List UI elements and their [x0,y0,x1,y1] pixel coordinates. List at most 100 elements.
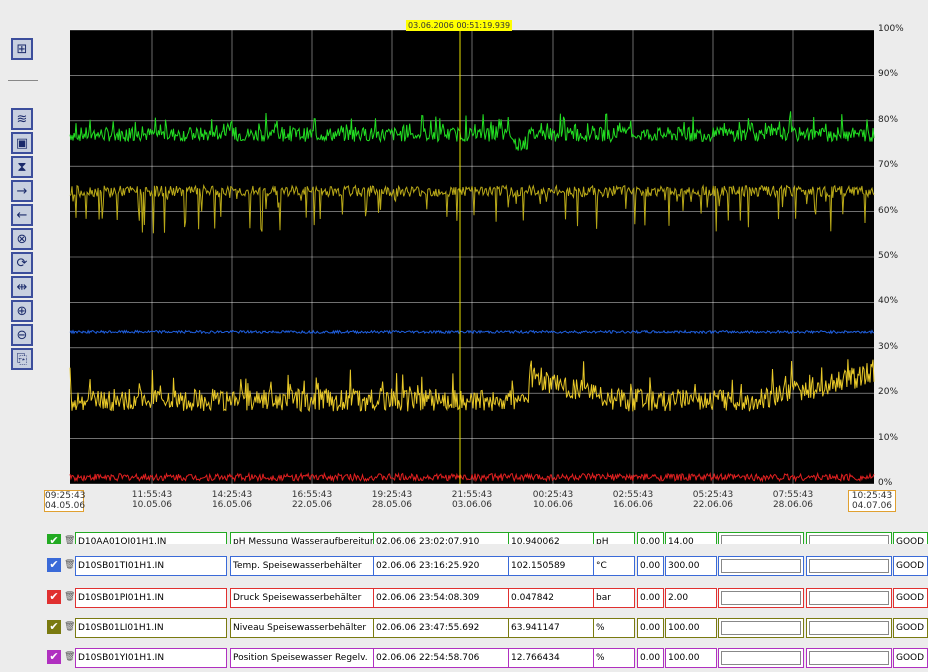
cell-unit: % [593,618,635,638]
cell-unit: % [593,648,635,668]
cell-tag: D10AA01QI01H1.IN [75,532,227,544]
cell-desc: pH Messung Wasseraufbereitung [230,532,374,544]
visibility-checkbox[interactable]: ✔ [47,590,61,604]
cell-status: GOOD [893,648,928,668]
trash-icon[interactable]: 🗑 [64,536,76,544]
limit-high-input[interactable] [806,532,892,544]
x-tick-time: 11:55:43 [131,490,173,500]
limit-low-input[interactable] [718,618,804,638]
x-tick-date: 22.06.06 [692,500,734,510]
y-tick-label: 80% [878,114,899,125]
tag-row[interactable]: ✔ 🗑 D10SB01PI01H1.IN Druck Speisewasserbehä… [43,586,928,610]
x-tick-date: 16.05.06 [211,500,253,510]
toolbar-divider [8,80,38,81]
cell-max: 14.00 [665,532,717,544]
series-line-0 [69,111,875,152]
tag-row[interactable]: ✔ 🗑 D10AA01QI01H1.IN pH Messung Wasseraufbe… [43,530,928,544]
x-tick-time: 07:55:43 [772,490,814,500]
limit-low-input[interactable] [718,556,804,576]
tag-row[interactable]: ✔ 🗑 D10SB01LI01H1.IN Niveau Speisewasserbeh… [43,616,928,640]
cell-status: GOOD [893,532,928,544]
cell-status: GOOD [893,588,928,608]
cell-time: 02.06.06 23:16:25.920 [373,556,509,576]
cell-min: 0.00 [637,618,664,638]
x-tick-label: 11:55:43 10.05.06 [120,490,184,510]
y-tick-label: 100% [878,24,904,34]
trash-icon[interactable]: 🗑 [64,560,76,570]
cell-value: 63.941147 [508,618,600,638]
zoom-area-icon[interactable]: ⊞ [11,38,33,60]
x-tick-label: 19:25:43 28.05.06 [360,490,424,510]
x-tick-date: 28.05.06 [371,500,413,510]
cell-status: GOOD [893,618,928,638]
limit-low-input[interactable] [718,532,804,544]
range-end-date: 04.07.06 [851,501,893,511]
x-tick-time: 21:55:43 [451,490,493,500]
tag-row[interactable]: ✔ 🗑 D10SB01TI01H1.IN Temp. Speisewasserbehä… [43,554,928,578]
cell-max: 300.00 [665,556,717,576]
compress-icon[interactable]: ⇹ [11,276,33,298]
visibility-checkbox[interactable]: ✔ [47,620,61,634]
limit-high-input[interactable] [806,648,892,668]
zoom-in-icon[interactable]: ⊕ [11,300,33,322]
x-tick-label: 21:55:43 03.06.06 [440,490,504,510]
trash-icon[interactable]: 🗑 [64,622,76,632]
x-tick-time: 00:25:43 [532,490,574,500]
x-tick-date: 28.06.06 [772,500,814,510]
y-tick-label: 90% [878,69,899,80]
cell-max: 100.00 [665,648,717,668]
x-tick-date: 10.06.06 [532,500,574,510]
refresh-icon[interactable]: ⟳ [11,252,33,274]
x-tick-date: 10.05.06 [131,500,173,510]
screen-icon[interactable]: ▣ [11,132,33,154]
y-tick-label: 30% [878,341,899,352]
cell-time: 02.06.06 23:47:55.692 [373,618,509,638]
cell-min: 0.00 [637,588,664,608]
visibility-checkbox[interactable]: ✔ [47,558,61,572]
limit-high-input[interactable] [806,588,892,608]
trash-icon[interactable]: 🗑 [64,592,76,602]
x-tick-time: 19:25:43 [371,490,413,500]
arrow-left-icon[interactable]: ← [11,204,33,226]
range-end-label[interactable]: 10:25:43 04.07.06 [848,490,896,512]
series-line-2 [69,329,875,335]
x-tick-time: 02:55:43 [612,490,654,500]
cell-desc: Temp. Speisewasserbehälter [230,556,374,576]
hourglass-icon[interactable]: ⧗ [11,156,33,178]
cell-tag: D10SB01TI01H1.IN [75,556,227,576]
limit-high-input[interactable] [806,618,892,638]
cell-time: 02.06.06 23:54:08.309 [373,588,509,608]
trend-toolbar: ⊞ ≋ ▣ ⧗ → ← ⊗ ⟳ ⇹ ⊕ ⊖ ⎘ [8,32,38,472]
y-tick-label: 20% [878,387,899,398]
x-tick-date: 22.05.06 [291,500,333,510]
visibility-checkbox[interactable]: ✔ [47,650,61,664]
x-tick-label: 00:25:43 10.06.06 [521,490,585,510]
cell-status: GOOD [893,556,928,576]
cell-desc: Position Speisewasser Regelv. [230,648,374,668]
trash-icon[interactable]: 🗑 [64,652,76,662]
x-tick-date: 16.06.06 [612,500,654,510]
x-tick-label: 02:55:43 16.06.06 [601,490,665,510]
range-start-label[interactable]: 09:25:43 04.05.06 [44,490,86,512]
zoom-out-icon[interactable]: ⊖ [11,324,33,346]
cell-value: 12.766434 [508,648,600,668]
limit-high-input[interactable] [806,556,892,576]
export-icon[interactable]: ⎘ [11,348,33,370]
tag-row[interactable]: ✔ 🗑 D10SB01YI01H1.IN Position Speisewasser … [43,646,928,670]
x-tick-label: 14:25:43 16.05.06 [200,490,264,510]
target-icon[interactable]: ⊗ [11,228,33,250]
x-tick-label: 16:55:43 22.05.06 [280,490,344,510]
limit-low-input[interactable] [718,648,804,668]
limit-low-input[interactable] [718,588,804,608]
arrow-right-icon[interactable]: → [11,180,33,202]
range-start-time: 09:25:43 [45,491,86,501]
cursor-timestamp: 03.06.2006 00:51:19.939 [406,20,513,31]
cell-desc: Druck Speisewasserbehälter [230,588,374,608]
visibility-checkbox[interactable]: ✔ [47,534,61,544]
trend-chart[interactable] [0,0,928,500]
series-line-1 [69,183,875,234]
wave-icon[interactable]: ≋ [11,108,33,130]
cell-tag: D10SB01PI01H1.IN [75,588,227,608]
cell-min: 0.00 [637,532,664,544]
cell-unit: pH [593,532,635,544]
